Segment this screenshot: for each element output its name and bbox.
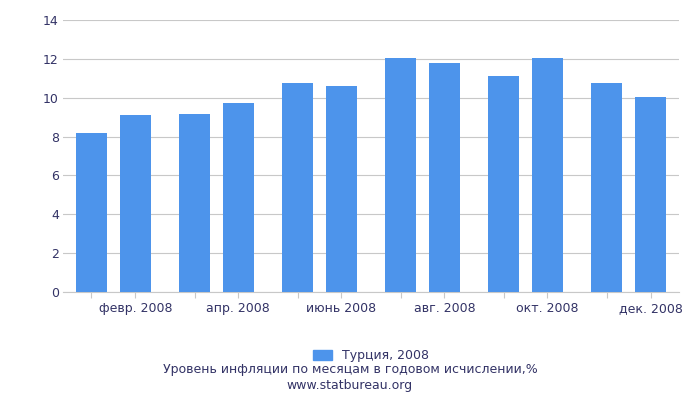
Bar (179, 114, 210, 292)
Bar (120, 115, 150, 292)
Text: Уровень инфляции по месяцам в годовом исчислении,%: Уровень инфляции по месяцам в годовом ис… (162, 364, 538, 376)
Bar (76, 133, 107, 292)
Bar (429, 63, 460, 292)
Bar (635, 96, 666, 292)
Bar (489, 76, 519, 292)
Bar (592, 83, 622, 292)
Bar (326, 86, 357, 292)
Bar (532, 58, 563, 292)
Bar (385, 58, 416, 292)
Bar (223, 103, 253, 292)
Legend: Турция, 2008: Турция, 2008 (308, 344, 434, 368)
Bar (282, 83, 313, 292)
Text: www.statbureau.org: www.statbureau.org (287, 380, 413, 392)
